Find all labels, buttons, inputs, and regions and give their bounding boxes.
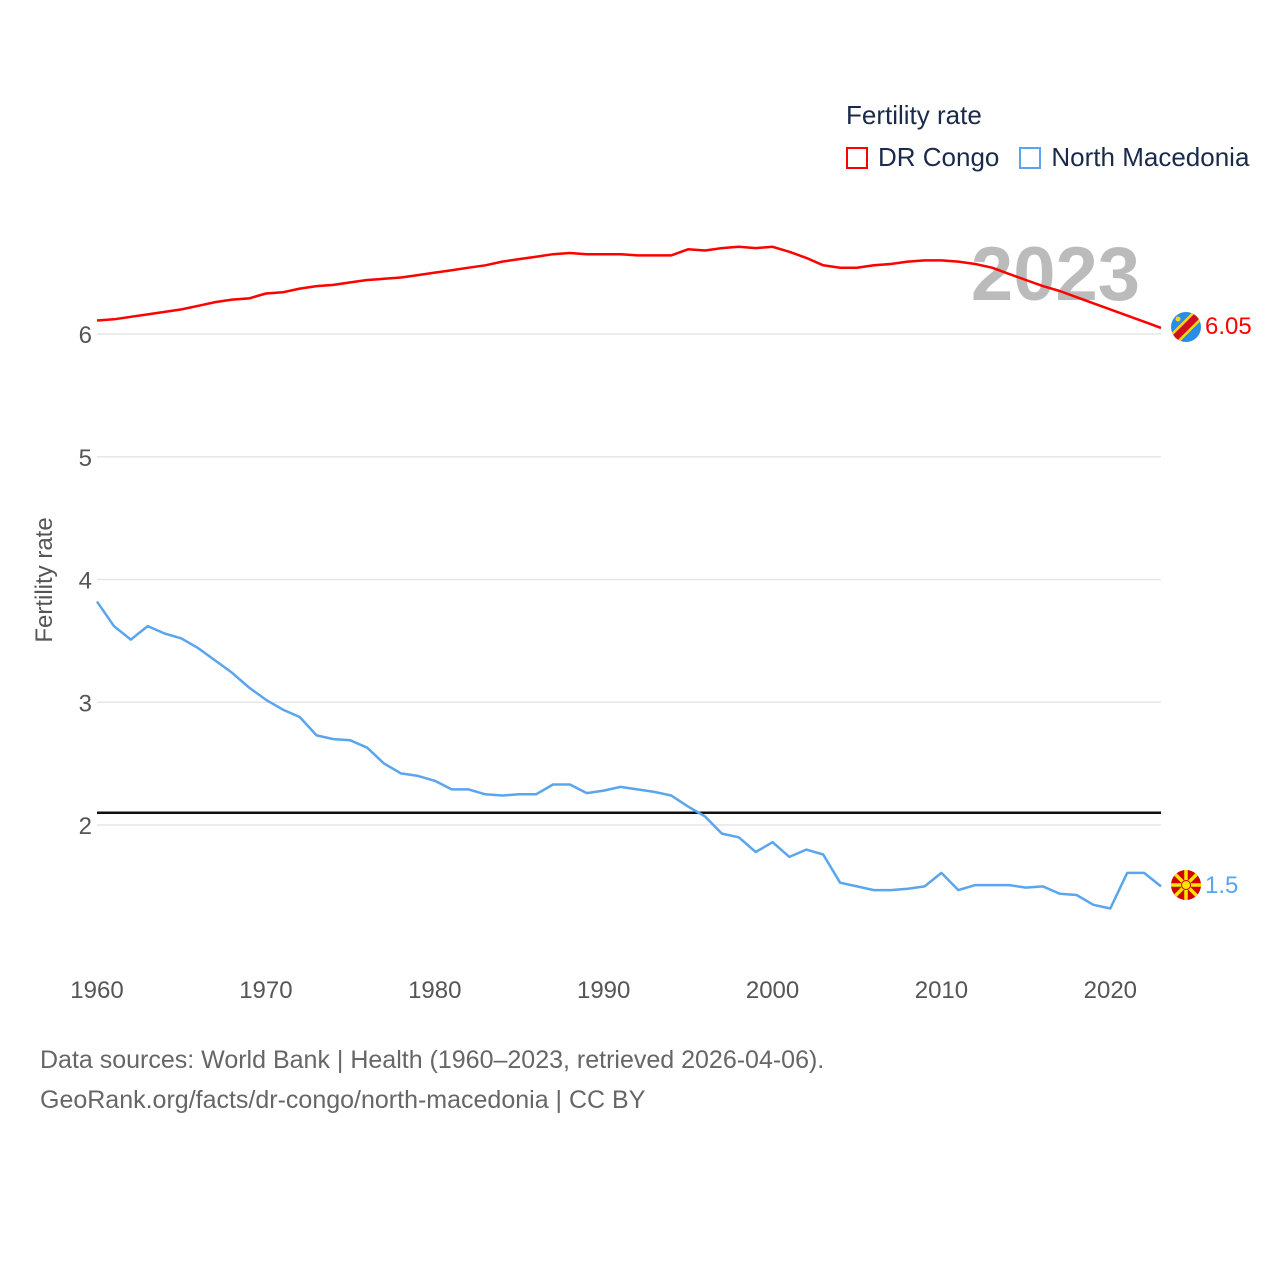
y-tick-label: 2 bbox=[79, 813, 92, 840]
data-source-text: Data sources: World Bank | Health (1960–… bbox=[40, 1046, 825, 1074]
series-line-dr-congo bbox=[96, 245, 1162, 330]
dr-congo-end-label: 6.05 bbox=[1205, 313, 1252, 340]
series-line-north-macedonia bbox=[95, 600, 1162, 910]
y-axis-label: Fertility rate bbox=[31, 517, 58, 642]
y-tick-label: 3 bbox=[79, 690, 92, 717]
x-tick-label: 2010 bbox=[915, 977, 968, 1004]
x-tick-label: 1960 bbox=[70, 977, 123, 1004]
year-watermark: 2023 bbox=[971, 232, 1140, 317]
legend-swatch-north-macedonia[interactable] bbox=[1019, 146, 1042, 169]
legend: DR Congo North Macedonia bbox=[846, 142, 1249, 173]
x-tick-label: 2000 bbox=[746, 977, 799, 1004]
north-macedonia-flag-icon bbox=[1171, 870, 1201, 900]
y-tick-label: 6 bbox=[79, 322, 92, 349]
legend-label-dr-congo[interactable]: DR Congo bbox=[878, 142, 1000, 172]
x-tick-label: 1970 bbox=[239, 977, 292, 1004]
y-tick-label: 4 bbox=[79, 568, 92, 595]
north-macedonia-end-label: 1.5 bbox=[1205, 872, 1238, 899]
x-tick-label: 1990 bbox=[577, 977, 630, 1004]
legend-swatch-dr-congo[interactable] bbox=[846, 146, 868, 169]
x-tick-label: 1980 bbox=[408, 977, 461, 1004]
legend-title: Fertility rate bbox=[846, 100, 982, 130]
dr-congo-flag-icon bbox=[1171, 312, 1201, 342]
x-tick-label: 2020 bbox=[1084, 977, 1137, 1004]
attribution-text: GeoRank.org/facts/dr-congo/north-macedon… bbox=[40, 1086, 646, 1114]
y-tick-label: 5 bbox=[79, 445, 92, 472]
legend-label-north-macedonia[interactable]: North Macedonia bbox=[1051, 142, 1250, 172]
